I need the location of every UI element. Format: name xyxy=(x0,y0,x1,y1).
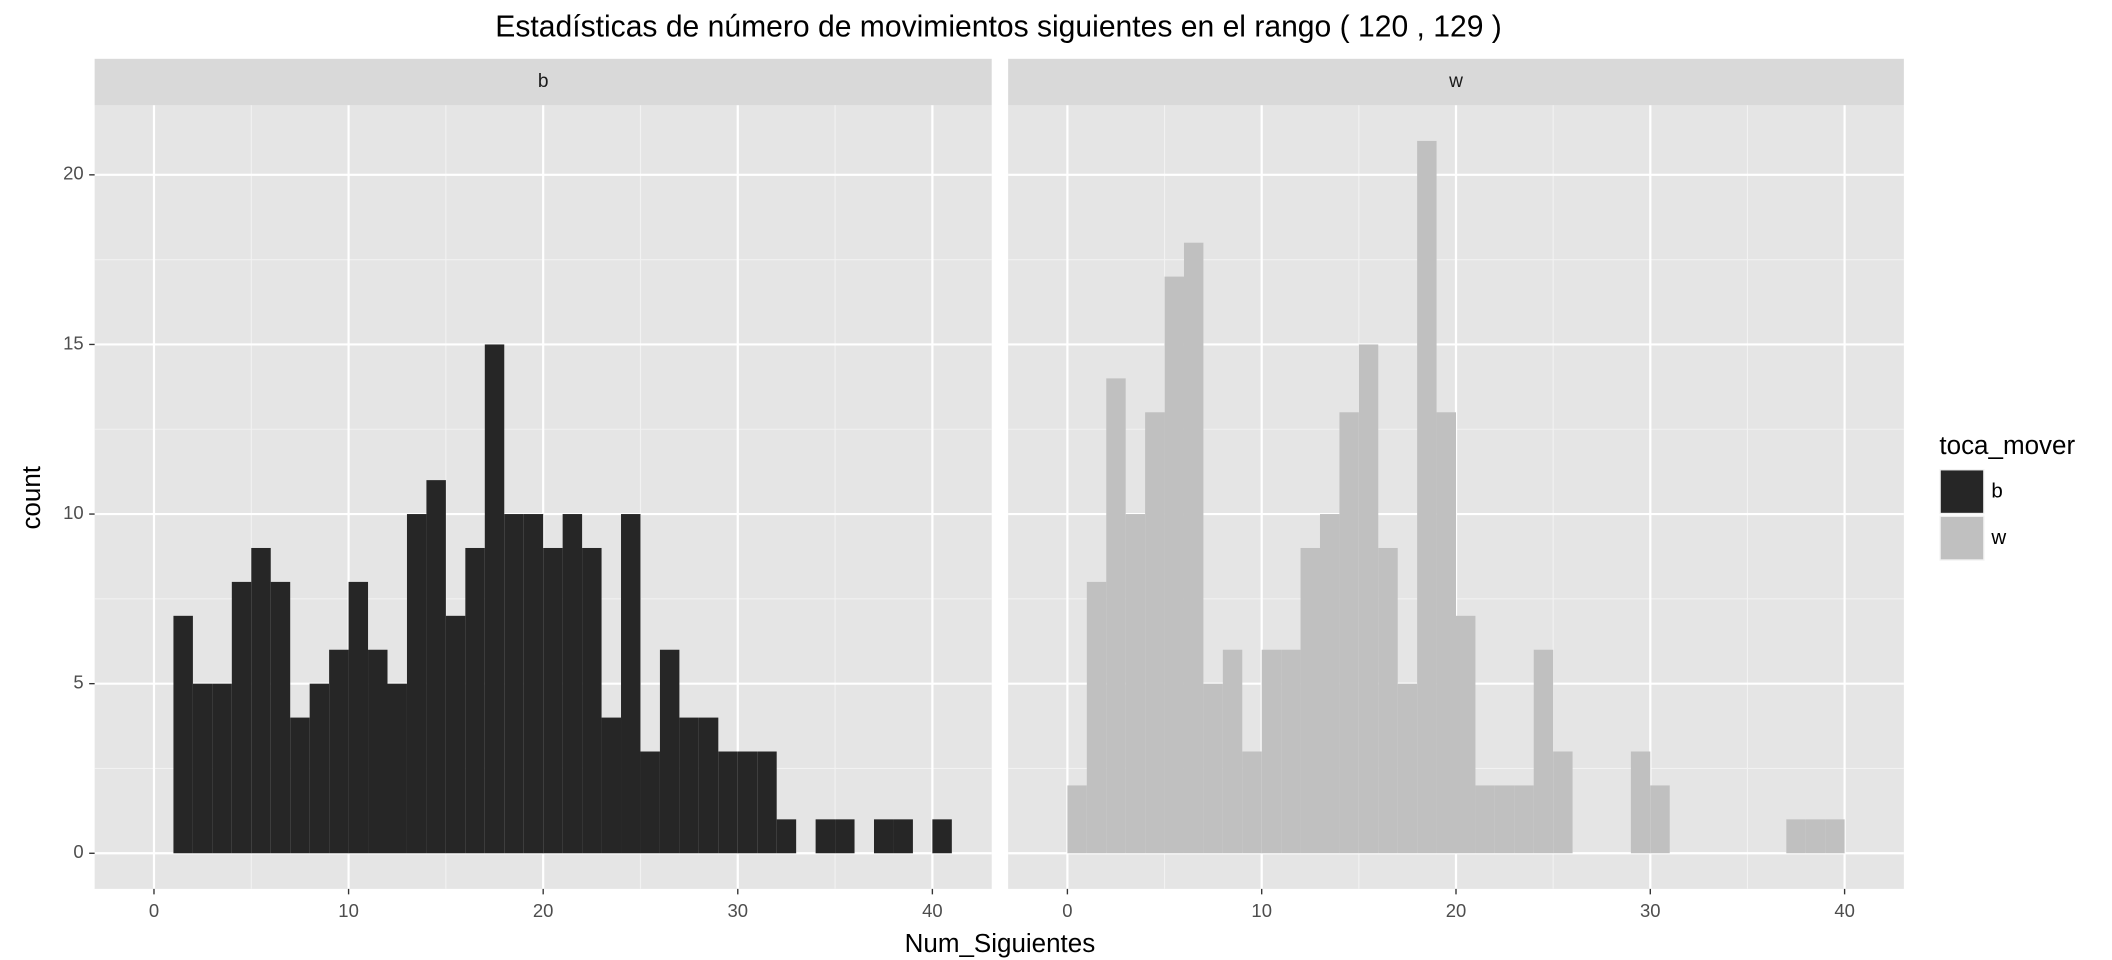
histogram-bar xyxy=(1553,751,1573,854)
histogram-bar xyxy=(640,751,660,854)
facet-strip xyxy=(94,58,992,106)
x-tick-label: 20 xyxy=(1446,900,1467,921)
histogram-bar xyxy=(387,683,407,854)
legend-swatch xyxy=(1940,470,1984,513)
facet-label: b xyxy=(538,71,549,92)
histogram-bar xyxy=(543,547,563,854)
histogram-bar xyxy=(1067,785,1087,854)
legend-swatch xyxy=(1940,516,1984,560)
histogram-bar xyxy=(348,581,369,854)
histogram-bar xyxy=(251,547,271,854)
histogram-bar xyxy=(718,751,738,854)
histogram-bar xyxy=(1261,649,1282,854)
histogram-bar xyxy=(1358,344,1379,854)
histogram-bar xyxy=(1494,785,1515,854)
x-tick-label: 30 xyxy=(1640,900,1661,921)
histogram-bar xyxy=(173,615,193,854)
legend-label: w xyxy=(1990,526,2006,549)
histogram-bar xyxy=(815,819,836,854)
y-tick-label: 20 xyxy=(63,163,84,184)
histogram-bar xyxy=(368,649,388,854)
x-axis-label: Num_Siguientes xyxy=(905,928,1096,958)
histogram-bar xyxy=(932,819,952,854)
histogram-bar xyxy=(192,683,213,854)
x-tick-label: 0 xyxy=(149,900,159,921)
histogram-bar xyxy=(212,683,232,854)
histogram-bar xyxy=(406,514,427,854)
facet-label: w xyxy=(1448,71,1463,92)
histogram-bar xyxy=(329,649,349,854)
histogram-bar xyxy=(1825,819,1845,854)
histogram-bar xyxy=(659,649,680,854)
legend-label: b xyxy=(1991,480,2002,503)
histogram-bar xyxy=(1086,581,1107,854)
histogram-bar xyxy=(1183,242,1204,854)
x-tick-label: 30 xyxy=(728,900,749,921)
histogram-bar xyxy=(1805,819,1826,854)
facet-strip xyxy=(1008,58,1904,106)
y-tick-label: 15 xyxy=(63,332,84,353)
histogram-bar xyxy=(1125,514,1146,854)
histogram-bar xyxy=(309,683,330,854)
histogram-bar xyxy=(621,514,641,854)
histogram-bar xyxy=(835,819,855,854)
histogram-bar xyxy=(1203,683,1223,854)
histogram-bar xyxy=(290,717,310,854)
legend-title: toca_mover xyxy=(1939,430,2075,460)
histogram-bar xyxy=(1319,514,1340,854)
histogram-bar xyxy=(484,344,505,854)
histogram-bar xyxy=(1145,412,1165,854)
histogram-bar xyxy=(231,581,252,854)
histogram-bar xyxy=(270,581,291,854)
chart-title: Estadísticas de número de movimientos si… xyxy=(495,11,1502,44)
histogram-bar xyxy=(1436,412,1456,854)
histogram-bar xyxy=(1786,819,1806,854)
histogram-bar xyxy=(1222,649,1243,854)
y-axis-label: count xyxy=(16,465,46,529)
histogram-bar xyxy=(562,514,583,854)
histogram-bar xyxy=(873,819,894,854)
histogram-bar xyxy=(601,717,622,854)
histogram-bar xyxy=(1300,547,1320,854)
histogram-bar xyxy=(893,819,913,854)
histogram-bar xyxy=(1417,140,1437,854)
histogram-bar xyxy=(1650,785,1670,854)
histogram-bar xyxy=(776,819,797,854)
x-tick-label: 20 xyxy=(533,900,554,921)
histogram-bar xyxy=(504,514,524,854)
histogram-bar xyxy=(523,514,544,854)
histogram-bar xyxy=(679,717,699,854)
y-tick-label: 5 xyxy=(73,672,83,693)
histogram-bar xyxy=(1378,547,1398,854)
x-tick-label: 40 xyxy=(1834,900,1855,921)
x-tick-label: 0 xyxy=(1062,900,1072,921)
histogram-bar xyxy=(1514,785,1534,854)
histogram-bar xyxy=(1164,276,1184,854)
histogram-bar xyxy=(1339,412,1359,854)
x-tick-label: 40 xyxy=(922,900,943,921)
histogram-bar xyxy=(465,547,485,854)
histogram-bar xyxy=(1456,615,1476,854)
histogram-bar xyxy=(698,717,719,854)
histogram-bar xyxy=(1281,649,1301,854)
y-tick-label: 0 xyxy=(73,841,83,862)
histogram-bar xyxy=(426,480,446,854)
histogram-bar xyxy=(1106,378,1126,854)
x-tick-label: 10 xyxy=(1251,900,1272,921)
histogram-bar xyxy=(1475,785,1495,854)
x-tick-label: 10 xyxy=(338,900,359,921)
histogram-bar xyxy=(737,751,758,854)
histogram-bar xyxy=(1630,751,1651,854)
histogram-bar xyxy=(1533,649,1554,854)
histogram-bar xyxy=(1397,683,1418,854)
histogram-bar xyxy=(445,615,466,854)
histogram-bar xyxy=(582,547,602,854)
histogram-bar xyxy=(1242,751,1262,854)
histogram-bar xyxy=(757,751,777,854)
y-tick-label: 10 xyxy=(63,502,84,523)
